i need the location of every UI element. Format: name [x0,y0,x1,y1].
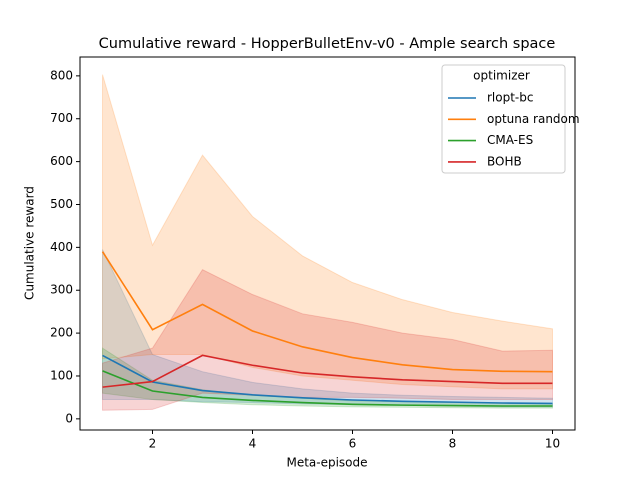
plot-frame [79,56,576,431]
x-tick-label: 10 [545,437,560,451]
y-tick-label: 0 [65,411,73,425]
series-line [101,251,553,373]
y-tick-label: 700 [50,111,73,125]
legend-label: rlopt-bc [487,91,533,105]
y-tick-label: 800 [50,68,73,82]
series-line [102,370,553,407]
confidence-band [102,249,553,408]
y-tick-label: 300 [50,283,73,297]
confidence-band [102,269,553,411]
y-tick-label: 600 [50,154,73,168]
y-tick-label: 400 [50,240,73,254]
chart-title: Cumulative reward - HopperBulletEnv-v0 -… [99,36,556,52]
legend-label: BOHB [487,154,522,168]
x-tick-label: 6 [349,437,357,451]
y-tick-label: 100 [50,368,73,382]
series-line [102,354,553,405]
series-line [102,354,553,388]
lines [101,251,553,407]
y-axis-label: Cumulative reward [23,186,37,300]
legend-box [441,64,566,174]
legend-label: optuna random [487,112,580,126]
legend-label: CMA-ES [487,133,533,147]
x-tick-label: 8 [449,437,457,451]
x-axis-label: Meta-episode [286,456,367,470]
legend-title: optimizer [473,69,530,83]
y-tick-label: 500 [50,197,73,211]
x-tick-label: 2 [149,437,157,451]
y-tick-label: 200 [50,326,73,340]
x-tick-label: 4 [249,437,257,451]
legend: optimizer rlopt-bc optuna random CMA-ES BOHB [441,64,580,174]
